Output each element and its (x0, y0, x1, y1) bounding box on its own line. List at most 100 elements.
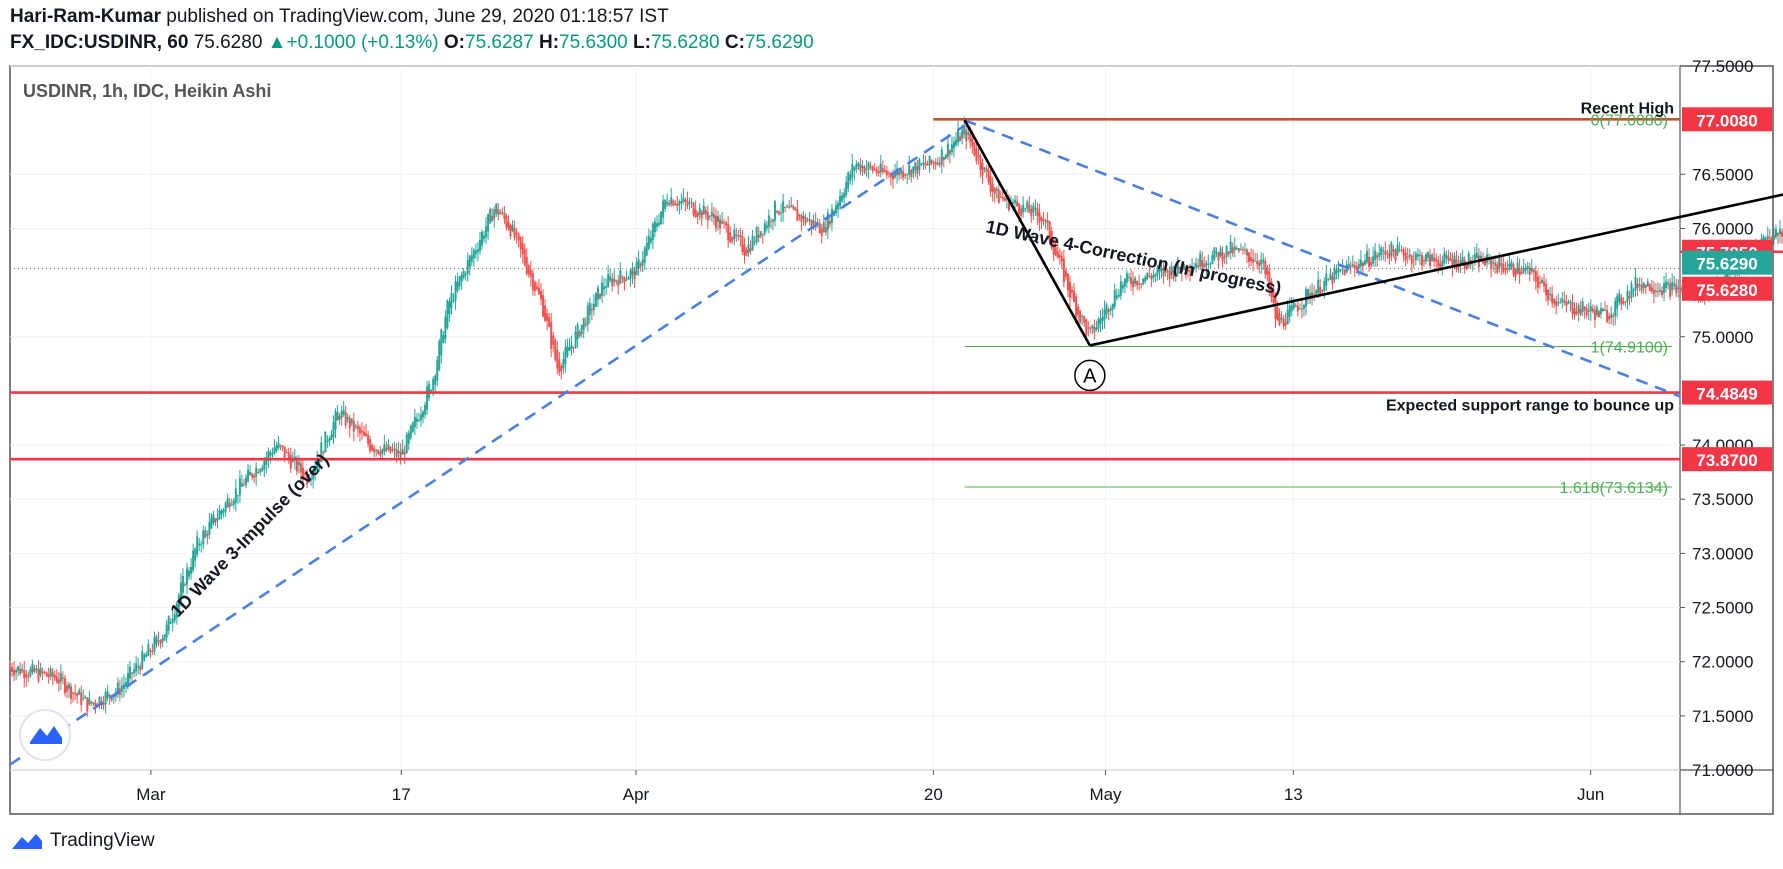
candle-body (1343, 269, 1346, 276)
candle-body (672, 200, 675, 206)
candle-body (261, 467, 264, 471)
candle-body (1349, 266, 1352, 268)
candle-body (104, 691, 107, 705)
candle-body (922, 162, 925, 165)
candle-body (1256, 260, 1259, 265)
candle-body (603, 286, 606, 290)
author-name[interactable]: Hari-Ram-Kumar (10, 6, 161, 27)
candle-body (446, 300, 449, 328)
candle-body (228, 502, 231, 508)
candle-body (1105, 304, 1108, 315)
y-tick-label: 73.5000 (1692, 490, 1753, 509)
price-label-bg (1682, 447, 1772, 472)
candle-body (847, 172, 850, 189)
candle-body (173, 614, 176, 621)
candle-body (723, 222, 726, 224)
candle-body (1266, 267, 1269, 276)
candle-body (167, 616, 170, 632)
candle-body (491, 215, 494, 222)
candle-body (1121, 284, 1124, 289)
candle-body (1272, 289, 1275, 303)
candle-body (1101, 317, 1104, 322)
candle-body (21, 668, 24, 672)
candle-body (792, 206, 795, 209)
candle-body (11, 667, 14, 673)
candle-body (755, 227, 758, 243)
candle-body (1532, 269, 1535, 273)
candle-body (853, 167, 856, 171)
candle-body (1311, 292, 1314, 297)
candle-body (1404, 252, 1407, 261)
candle-body (456, 281, 459, 291)
candle-body (1331, 276, 1334, 284)
candle-body (1427, 252, 1430, 258)
candle-body (930, 160, 933, 164)
candle-body (448, 301, 451, 315)
candle-body (1241, 249, 1244, 251)
candle-body (1060, 255, 1063, 262)
candle-body (1597, 311, 1600, 318)
candle-body (285, 452, 288, 454)
candle-body (153, 637, 156, 652)
price-label-bg (1682, 107, 1772, 132)
candle-body (531, 273, 534, 291)
annotation-support-range: Expected support range to bounce up (1386, 398, 1674, 415)
close-label: C: (724, 32, 745, 53)
candle-body (1073, 291, 1076, 302)
candle-body (1449, 258, 1452, 261)
candle-body (379, 451, 382, 456)
wave-line (1089, 193, 1783, 347)
y-tick-label: 77.5000 (1692, 57, 1753, 76)
candle-body (1321, 290, 1324, 292)
candle-body (509, 225, 512, 237)
candle-body (497, 208, 500, 215)
candle-body (289, 455, 292, 469)
candle-body (535, 286, 538, 290)
candle-body (997, 189, 1000, 204)
candle-body (841, 195, 844, 202)
candle-body (159, 640, 162, 644)
candle-body (914, 162, 917, 171)
candle-body (1081, 315, 1084, 317)
candle-body (249, 471, 252, 476)
candle-body (639, 263, 642, 267)
candle-body (808, 218, 811, 221)
candle-body (131, 672, 134, 674)
candle-body (513, 227, 516, 238)
candle-body (1109, 308, 1112, 311)
candle-body (1162, 269, 1165, 276)
candle-body (1565, 301, 1568, 306)
candle-body (1418, 254, 1421, 256)
candle-body (106, 691, 109, 699)
candle-body (1182, 264, 1185, 270)
candle-body (318, 459, 321, 465)
close-value: 75.6290 (744, 32, 814, 53)
candle-body (133, 669, 136, 674)
candle-body (733, 230, 736, 240)
candle-body (845, 181, 848, 196)
candle-body (1123, 278, 1126, 287)
candle-body (1386, 252, 1389, 254)
footer-brand[interactable]: TradingView (10, 830, 155, 852)
candle-body (908, 165, 911, 175)
candle-body (1347, 263, 1350, 269)
candle-body (208, 522, 211, 535)
candle-body (273, 447, 276, 454)
candle-body (360, 430, 363, 433)
candle-body (460, 274, 463, 282)
candle-body (680, 200, 683, 204)
candle-body (1144, 277, 1147, 282)
candle-body (1268, 271, 1271, 292)
candle-body (1563, 300, 1566, 303)
candle-body (1372, 256, 1375, 264)
candle-body (556, 349, 559, 369)
candle-body (1292, 302, 1295, 309)
candle-body (1107, 309, 1110, 313)
candle-body (969, 133, 972, 143)
low-label: L: (633, 32, 651, 53)
candle-body (932, 161, 935, 164)
candle-body (1416, 254, 1419, 257)
candle-body (993, 187, 996, 194)
candle-body (942, 156, 945, 161)
